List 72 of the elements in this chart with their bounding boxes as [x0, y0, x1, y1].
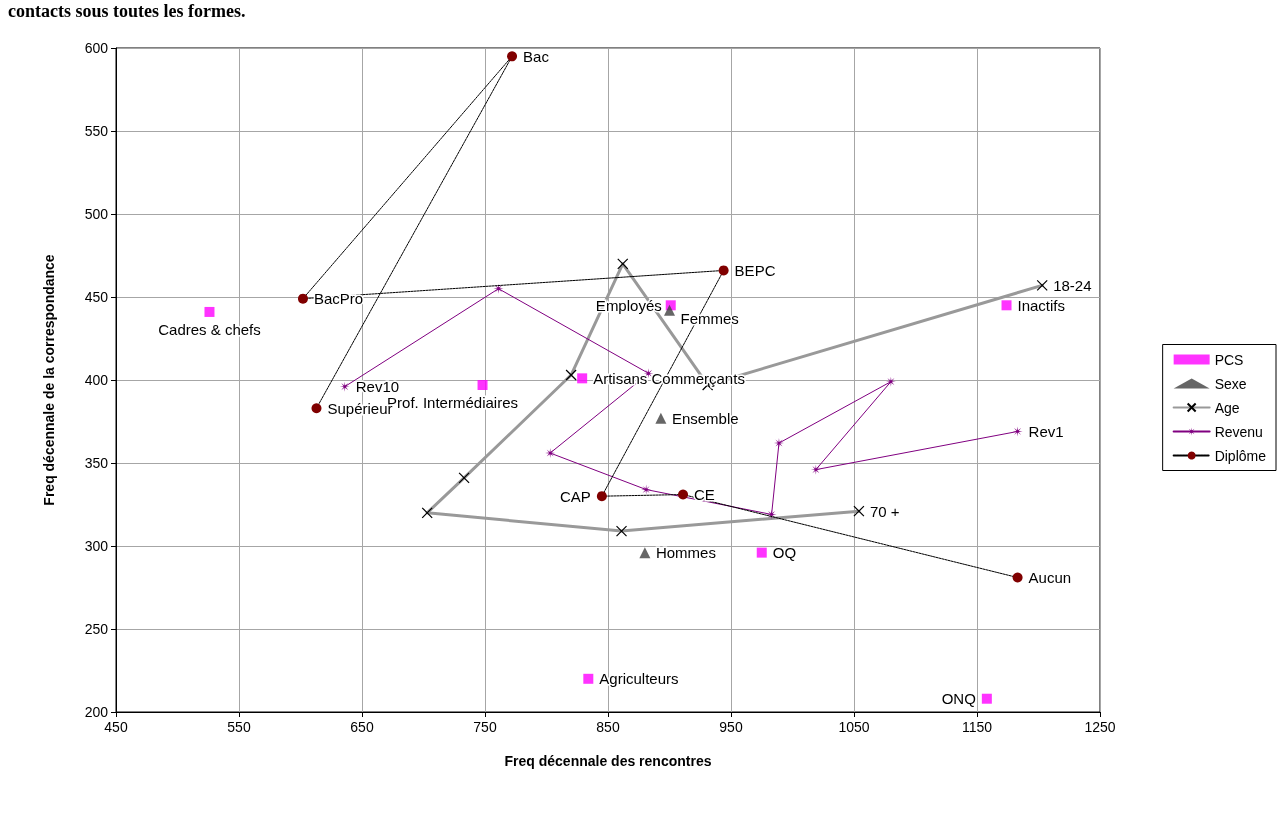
y-tick-label: 200: [84, 704, 109, 720]
point: [1036, 279, 1048, 291]
y-tick-label: 600: [84, 40, 109, 56]
annotation: Bac: [523, 47, 550, 65]
point: [678, 489, 689, 500]
y-tick-label: 500: [84, 206, 109, 222]
annotation: Hommes: [655, 544, 716, 562]
annotation: Inactifs: [1017, 296, 1066, 314]
y-tick-label: 300: [84, 538, 109, 554]
annotation: Ensemble: [671, 409, 739, 427]
point: [655, 412, 667, 424]
legend-label: Age: [1214, 399, 1240, 416]
x-tick-label: 450: [104, 719, 128, 735]
point: [477, 379, 488, 390]
point: [339, 381, 350, 392]
point: [204, 306, 215, 317]
x-tick-label: 950: [719, 719, 743, 735]
point: [311, 403, 322, 414]
y-tick-label: 550: [84, 123, 109, 139]
annotation: Rev10: [355, 378, 400, 396]
annotation: 70 +: [869, 502, 900, 520]
point: [1012, 426, 1023, 437]
x-tick-label: 1250: [1084, 719, 1116, 735]
point: [885, 376, 896, 387]
point: [664, 304, 675, 316]
annotation: Cadres & chefs: [158, 320, 261, 338]
legend-label: Sexe: [1214, 375, 1247, 392]
annotation: Employés: [595, 296, 662, 314]
annotation: BEPC: [734, 261, 776, 279]
point: [458, 472, 470, 484]
annotation: CE: [694, 486, 715, 504]
point: [565, 369, 577, 381]
y-tick-label: 350: [84, 455, 109, 471]
point: [981, 693, 992, 704]
legend-label: Diplôme: [1214, 447, 1267, 464]
point: [507, 51, 518, 62]
point: [583, 673, 594, 684]
legend-label: PCS: [1214, 351, 1244, 368]
annotation: Femmes: [680, 309, 739, 327]
point: [853, 505, 865, 517]
point: [596, 491, 607, 502]
text: contacts sous toutes les formes.: [8, 1, 246, 21]
point: [718, 265, 729, 276]
point: [617, 258, 629, 270]
annotation: Aucun: [1028, 569, 1072, 587]
point: [615, 525, 628, 537]
point: [297, 293, 308, 304]
point: [1012, 572, 1023, 583]
legend-label: Revenu: [1214, 423, 1263, 440]
point: [577, 373, 588, 384]
x-tick-label: 650: [350, 719, 374, 735]
x-tick-label: 750: [473, 719, 497, 735]
point: [810, 464, 821, 475]
x-axis-title: Freq décennale des rencontres: [504, 753, 712, 769]
point: [1001, 300, 1012, 311]
annotation: OQ: [772, 544, 797, 562]
x-tick-label: 550: [227, 719, 251, 735]
point: [421, 507, 433, 519]
annotation: Rev1: [1028, 422, 1064, 440]
annotation: CAP: [560, 487, 591, 505]
annotation: 18-24: [1053, 276, 1092, 294]
annotation: ONQ: [941, 690, 976, 708]
x-tick-label: 1150: [961, 719, 993, 735]
x-tick-label: 850: [596, 719, 620, 735]
y-tick-label: 400: [84, 372, 109, 388]
point: [639, 547, 651, 559]
y-tick-label: 250: [84, 621, 109, 637]
annotation: Agriculteurs: [599, 670, 679, 688]
y-tick-label: 450: [84, 289, 109, 305]
x-tick-label: 1050: [838, 719, 870, 735]
point: [756, 547, 767, 558]
y-axis-title: Freq décennale de la correspondance: [41, 254, 57, 506]
